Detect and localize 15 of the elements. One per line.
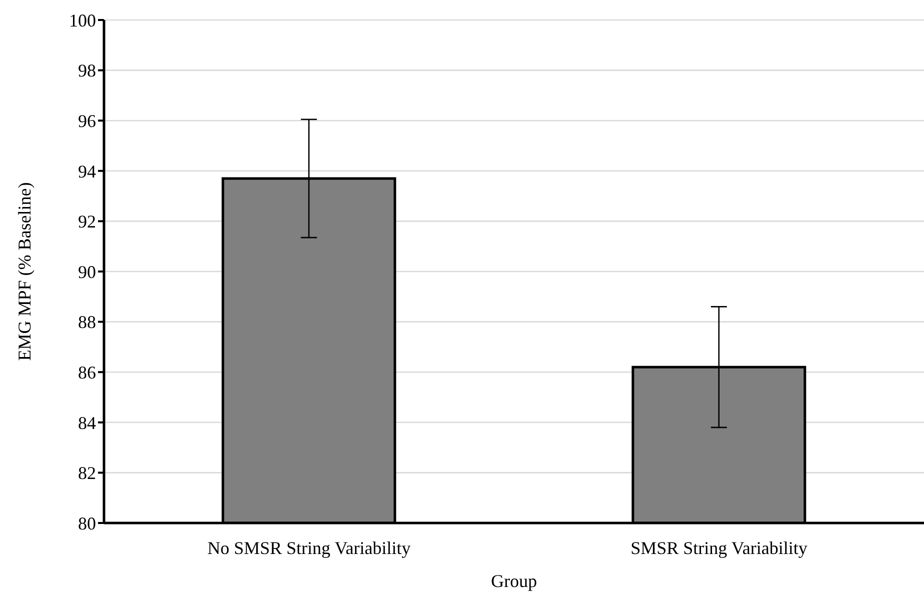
y-tick-label: 100 (69, 10, 96, 30)
y-tick-label: 88 (78, 312, 96, 332)
y-tick-label: 94 (78, 161, 96, 182)
y-tick-label: 92 (78, 212, 96, 232)
x-tick-label: SMSR String Variability (630, 538, 808, 558)
y-tick-label: 82 (78, 463, 96, 484)
x-axis-title: Group (491, 571, 537, 591)
y-axis-title: EMG MPF (% Baseline) (14, 182, 34, 361)
x-tick-label: No SMSR String Variability (207, 538, 411, 558)
y-tick-label: 86 (78, 362, 96, 382)
y-tick-label: 84 (78, 412, 96, 433)
y-tick-label: 98 (78, 60, 96, 81)
y-tick-label: 96 (78, 110, 96, 131)
y-tick-label: 80 (78, 513, 96, 534)
y-tick-label: 90 (78, 262, 96, 282)
